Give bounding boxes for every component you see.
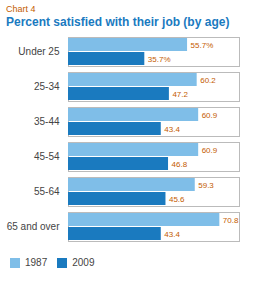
svg-text:70.8: 70.8 (223, 216, 239, 225)
svg-text:55.7%: 55.7% (191, 41, 214, 50)
svg-text:60.2: 60.2 (200, 76, 216, 85)
svg-text:45-54: 45-54 (34, 151, 60, 162)
html-text:Chart 4: Chart 4 (6, 4, 36, 14)
svg-text:65 and over: 65 and over (7, 221, 60, 232)
svg-text:46.8: 46.8 (172, 160, 188, 169)
svg-text:25-34: 25-34 (34, 81, 60, 92)
svg-text:45.6: 45.6 (169, 195, 185, 204)
html-text:1987: 1987 (25, 257, 48, 268)
html-text:Percent satisfied with their j: Percent satisfied with their job (by age… (6, 15, 230, 29)
svg-text:60.9: 60.9 (202, 111, 218, 120)
html-text:2009: 2009 (72, 257, 95, 268)
svg-text:55-64: 55-64 (34, 186, 60, 197)
svg-text:60.9: 60.9 (202, 146, 218, 155)
svg-text:43.4: 43.4 (164, 230, 180, 239)
svg-text:35.7%: 35.7% (148, 55, 171, 64)
svg-text:47.2: 47.2 (172, 90, 188, 99)
svg-text:Under 25: Under 25 (18, 46, 60, 57)
svg-text:35-44: 35-44 (34, 116, 60, 127)
svg-text:43.4: 43.4 (164, 125, 180, 134)
svg-text:59.3: 59.3 (198, 181, 214, 190)
